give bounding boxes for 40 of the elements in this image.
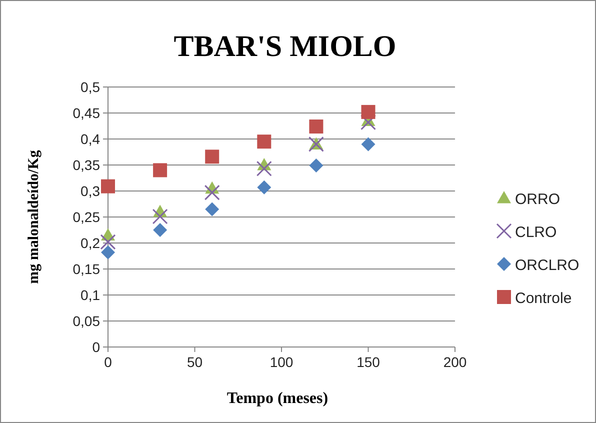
point [361, 137, 376, 152]
point [101, 245, 115, 260]
y-tick-label: 0,5 [80, 79, 100, 95]
chart-title: TBAR'S MIOLO [174, 30, 396, 63]
y-tick-label: 0,45 [72, 105, 100, 121]
y-tick-label: 0,3 [80, 183, 100, 199]
point [205, 150, 220, 164]
x-tick-label: 0 [104, 354, 112, 370]
y-tick-label: 0,25 [72, 209, 100, 225]
point [204, 184, 220, 200]
y-tick-label: 0,05 [72, 313, 100, 329]
point [257, 134, 272, 149]
legend-label: ORCLRO [515, 257, 580, 274]
point [153, 223, 168, 237]
y-tick-label: 0,35 [72, 157, 100, 173]
legend-label: ORRO [515, 191, 560, 208]
x-tick-label: 150 [356, 354, 380, 370]
legend-label: Controle [515, 290, 572, 307]
y-tick-label: 0,15 [72, 261, 100, 277]
y-tick-label: 0 [92, 339, 100, 355]
point [101, 179, 115, 194]
point [100, 234, 116, 250]
x-tick-label: 200 [443, 354, 467, 370]
y-axis-title: mg malonaldeído/Kg [26, 150, 42, 284]
x-axis-title: Tempo (meses) [226, 390, 328, 407]
y-tick-label: 0,4 [80, 131, 100, 147]
point [257, 180, 272, 194]
x-tick-label: 100 [270, 354, 294, 370]
y-tick-label: 0,1 [80, 287, 100, 303]
point [361, 104, 376, 119]
point [152, 208, 168, 224]
y-tick-label: 0,2 [80, 235, 100, 251]
point [309, 158, 324, 173]
point [309, 120, 324, 134]
x-tick-label: 50 [186, 354, 203, 370]
point [256, 160, 272, 176]
legend-label: CLRO [515, 224, 557, 241]
point [205, 202, 220, 216]
point [153, 163, 168, 178]
point [360, 114, 376, 130]
